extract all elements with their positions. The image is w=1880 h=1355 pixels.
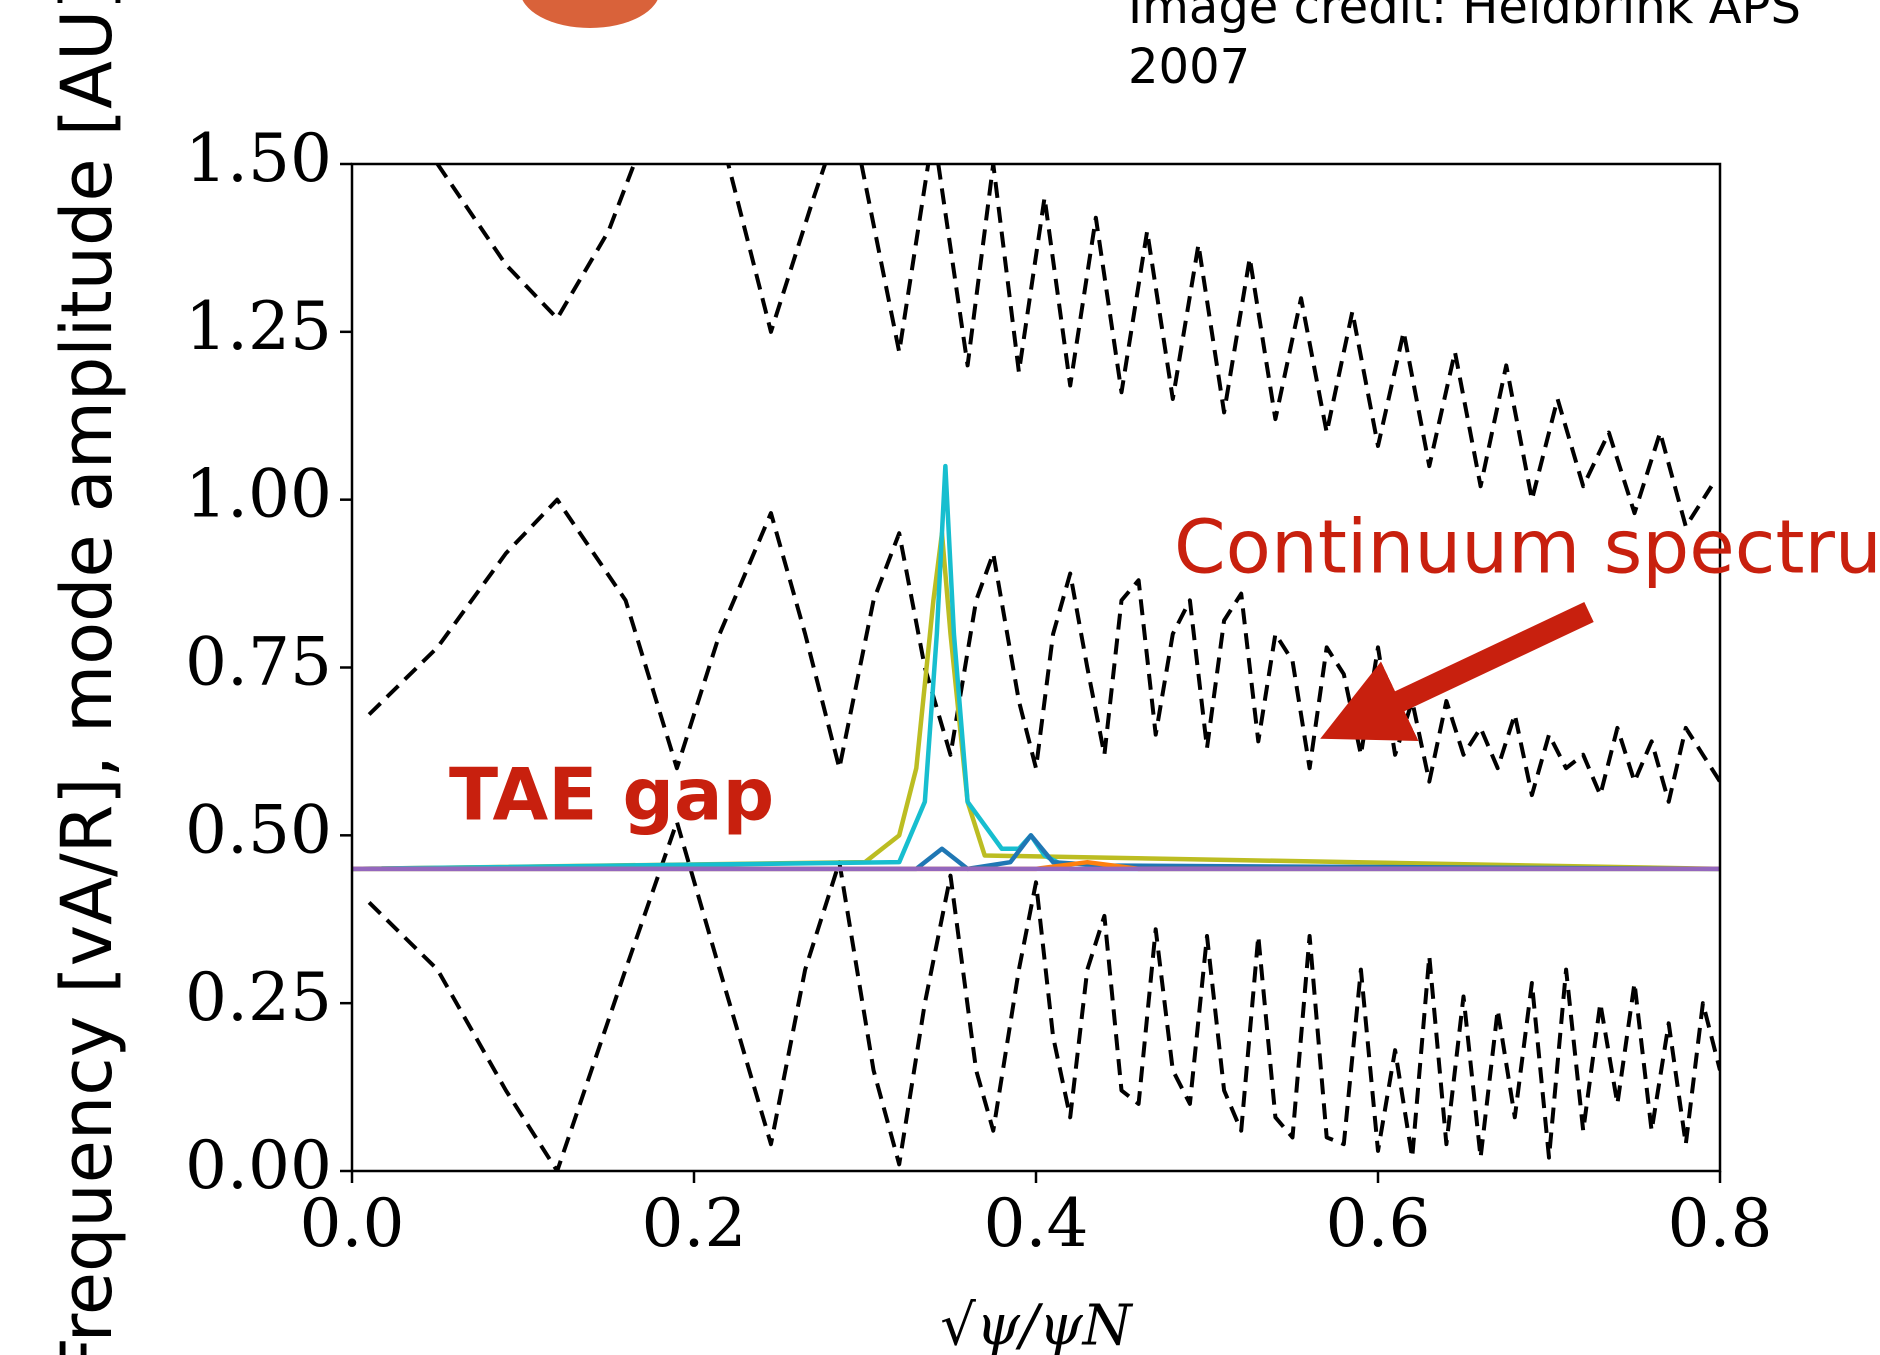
x-axis-label: √ψ/ψN xyxy=(940,1294,1133,1355)
arrow xyxy=(1320,602,1594,742)
annotation: Continuum spectrum xyxy=(1174,505,1880,591)
y-tick-label: 1.25 xyxy=(185,288,332,365)
y-tick-label: 1.50 xyxy=(185,120,332,197)
annotation: TAE gap xyxy=(449,753,774,837)
series-line xyxy=(352,463,1720,872)
credit-line: Image credit: Heidbrink APS xyxy=(1128,0,1801,35)
series-line xyxy=(435,164,1714,529)
x-tick-label: 0.0 xyxy=(300,1185,405,1262)
y-tick-label: 0.50 xyxy=(185,791,332,868)
x-tick-label: 0.6 xyxy=(1326,1185,1431,1262)
plot-area xyxy=(352,164,1720,1171)
credit-line: 2007 xyxy=(1128,39,1250,95)
series-line xyxy=(367,497,1720,804)
axes-frame xyxy=(350,162,1722,1173)
y-tick-label: 1.00 xyxy=(185,456,332,533)
y-tick-label: 0.00 xyxy=(185,1127,332,1204)
y-tick-label: 0.25 xyxy=(185,959,332,1036)
x-tick-label: 0.2 xyxy=(642,1185,747,1262)
y-tick-label: 0.75 xyxy=(185,624,332,701)
x-tick-label: 0.8 xyxy=(1668,1185,1773,1262)
image-fragment xyxy=(522,0,658,28)
series-line xyxy=(367,819,1720,1171)
x-tick-label: 0.4 xyxy=(984,1185,1089,1262)
y-axis-label: Frequency [vA/R], mode amplitude [AU] xyxy=(46,0,128,1355)
series-line xyxy=(352,530,1720,872)
